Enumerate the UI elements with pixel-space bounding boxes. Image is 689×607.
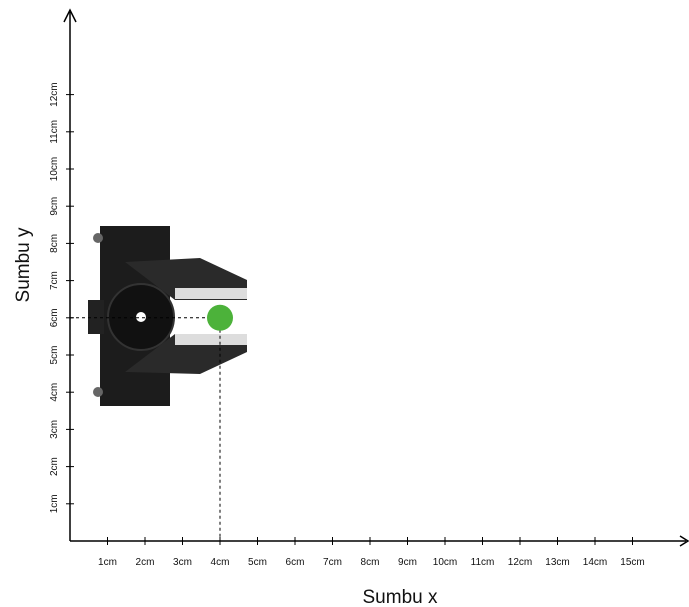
gripper [88, 226, 247, 406]
lower-pad [175, 334, 247, 345]
y-tick-label: 8cm [49, 234, 60, 253]
x-axis-arrow [679, 535, 689, 547]
y-tick-label: 7cm [49, 271, 60, 290]
x-tick-label: 5cm [248, 557, 267, 568]
x-tick-label: 7cm [323, 557, 342, 568]
x-tick-label: 10cm [433, 557, 457, 568]
x-tick-label: 13cm [545, 557, 569, 568]
servo-center [136, 312, 146, 322]
x-tick-label: 3cm [173, 557, 192, 568]
screw [93, 233, 103, 243]
y-tick-label: 4cm [49, 383, 60, 402]
x-tick-label: 4cm [211, 557, 230, 568]
x-tick-label: 14cm [583, 557, 607, 568]
x-tick-label: 15cm [620, 557, 644, 568]
y-tick-label: 1cm [49, 494, 60, 513]
y-tick-label: 12cm [49, 82, 60, 106]
x-tick-label: 9cm [398, 557, 417, 568]
upper-pad [175, 288, 247, 299]
y-tick-label: 2cm [49, 457, 60, 476]
y-tick-label: 9cm [49, 197, 60, 216]
y-tick-label: 6cm [49, 308, 60, 327]
x-tick-label: 1cm [98, 557, 117, 568]
gripper-shaft [88, 300, 104, 334]
x-tick-label: 8cm [361, 557, 380, 568]
y-axis-title: Sumbu y [13, 227, 34, 302]
x-tick-label: 2cm [136, 557, 155, 568]
y-tick-label: 11cm [49, 120, 60, 144]
y-axis-arrow [63, 8, 77, 23]
x-tick-label: 12cm [508, 557, 532, 568]
x-tick-label: 6cm [286, 557, 305, 568]
y-tick-label: 3cm [49, 420, 60, 439]
target-point [207, 304, 233, 331]
y-tick-label: 5cm [49, 346, 60, 365]
screw [93, 387, 103, 397]
y-tick-label: 10cm [49, 157, 60, 181]
x-tick-label: 11cm [471, 557, 495, 568]
x-axis-title: Sumbu x [363, 587, 438, 607]
